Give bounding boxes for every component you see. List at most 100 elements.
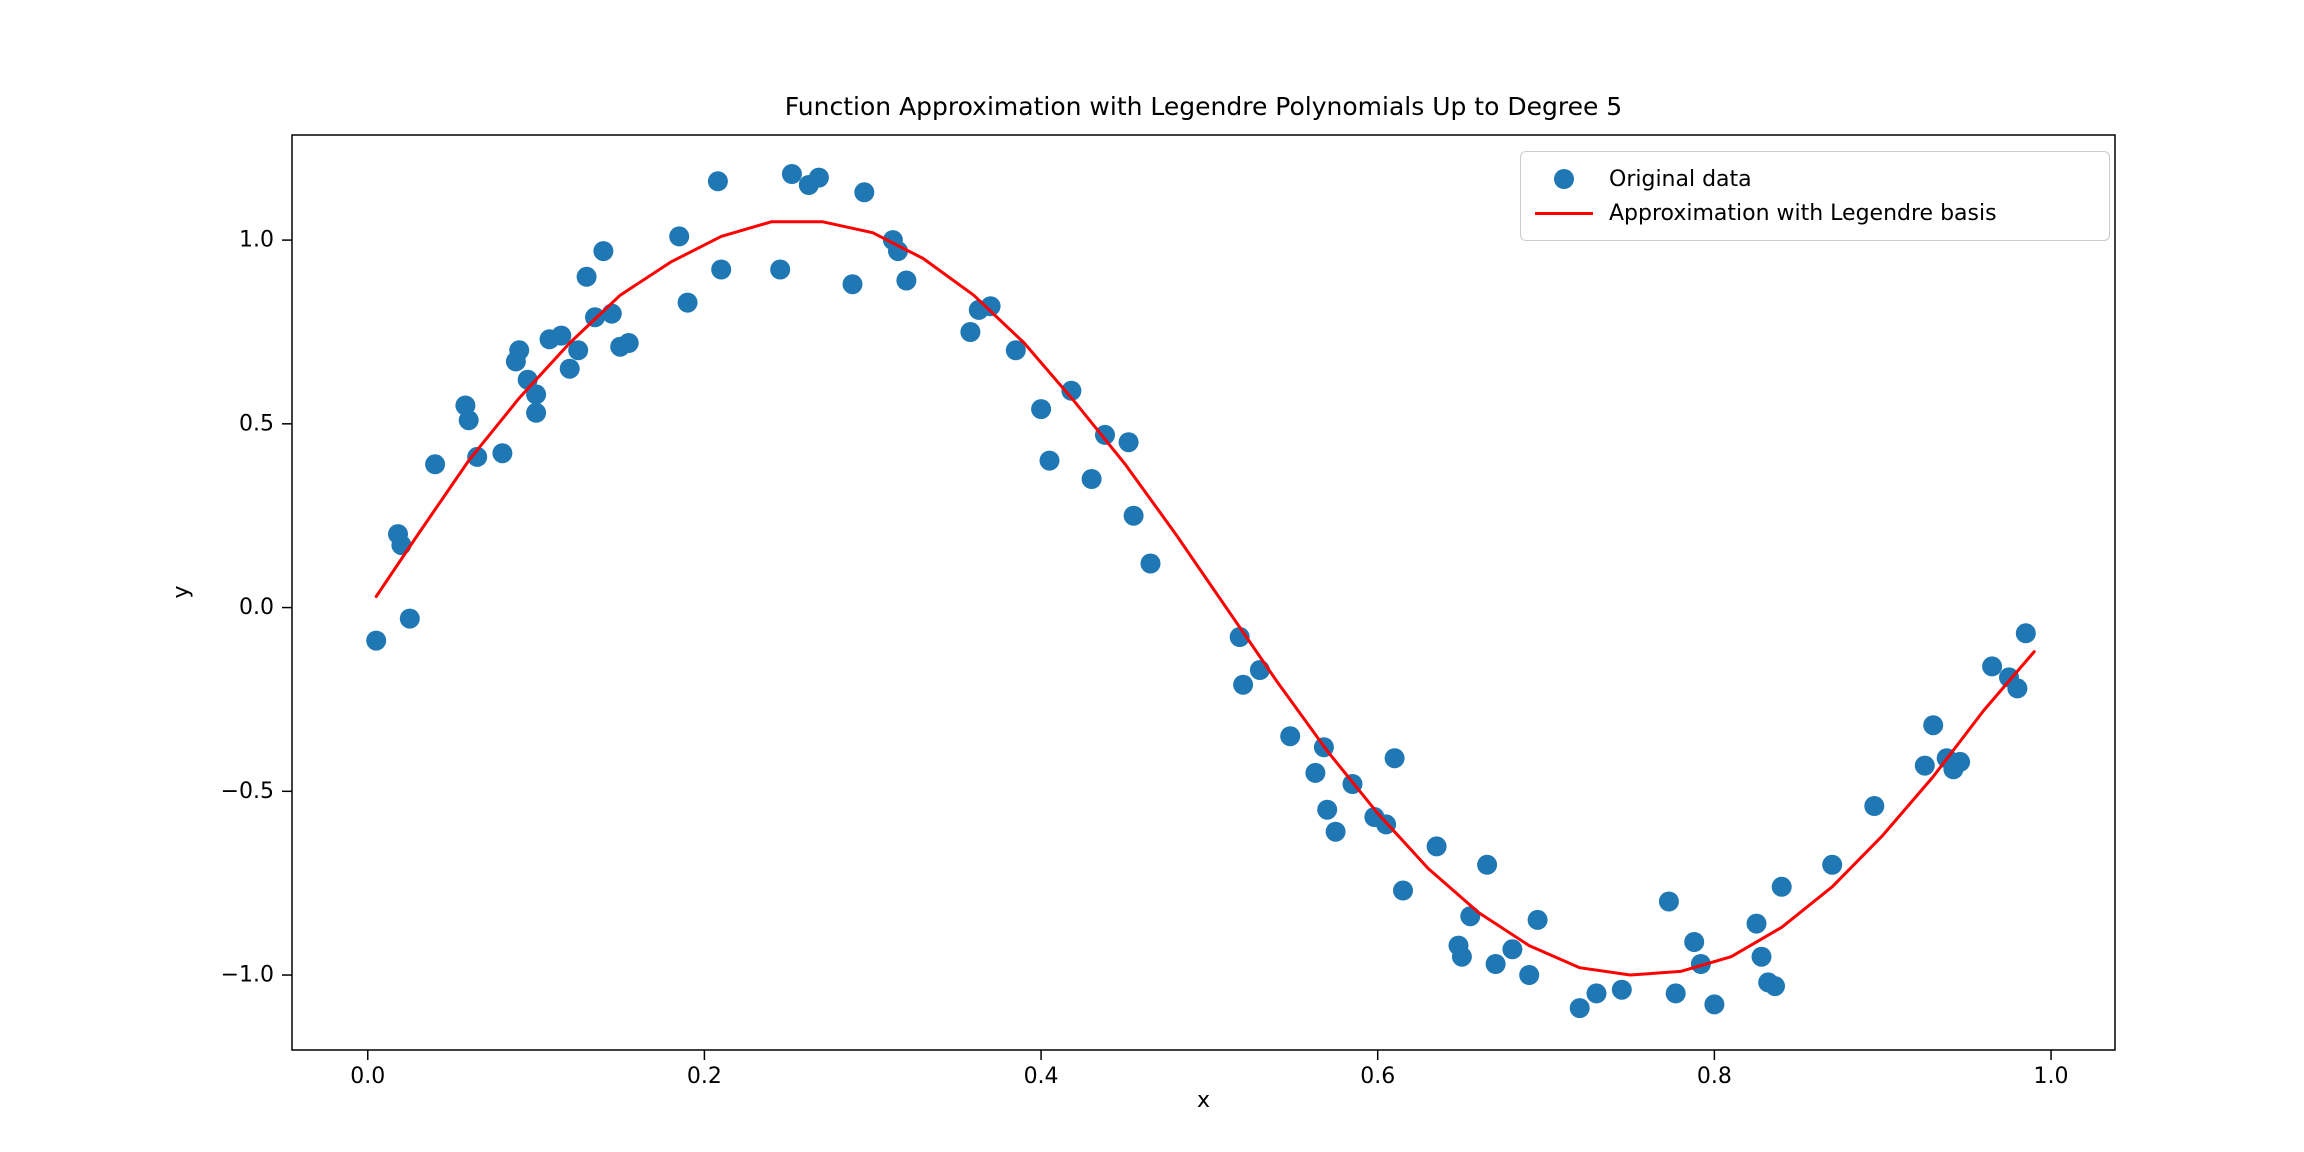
scatter-point xyxy=(1460,906,1481,927)
scatter-point xyxy=(1586,983,1607,1004)
legend-label-approximation: Approximation with Legendre basis xyxy=(1609,200,1997,226)
scatter-point xyxy=(1451,946,1472,967)
y-tick-label: 0.5 xyxy=(239,411,274,436)
legend-handle xyxy=(1535,169,1593,189)
axes-spines xyxy=(291,134,2116,1051)
y-tick-label: 1.0 xyxy=(239,228,274,253)
x-tick-label: 1.0 xyxy=(2034,1064,2069,1089)
y-axis-label: y xyxy=(169,585,194,599)
scatter-point xyxy=(1611,979,1632,1000)
scatter-point xyxy=(425,454,446,475)
scatter-point xyxy=(1765,976,1785,997)
scatter-point xyxy=(1305,762,1326,783)
scatter-point xyxy=(888,241,908,262)
scatter-point xyxy=(526,384,547,405)
scatter-point xyxy=(526,402,547,423)
scatter-point xyxy=(1280,726,1301,747)
x-tick-label: 0.4 xyxy=(1024,1064,1059,1089)
scatter-point xyxy=(1746,913,1767,934)
chart-title: Function Approximation with Legendre Pol… xyxy=(784,92,1623,121)
approximation-line xyxy=(374,220,2036,977)
scatter-point xyxy=(896,270,917,291)
scatter-point xyxy=(1140,553,1161,574)
scatter-point xyxy=(1569,998,1590,1019)
scatter-point xyxy=(1384,748,1405,769)
scatter-point xyxy=(1864,796,1885,816)
scatter-point xyxy=(467,446,488,467)
scatter-point xyxy=(559,358,580,379)
scatter-point xyxy=(2007,678,2028,699)
legend: Original data Approximation with Legendr… xyxy=(1520,151,2110,241)
scatter-point xyxy=(1704,994,1725,1015)
scatter-point xyxy=(1771,876,1792,897)
scatter-point xyxy=(669,226,690,247)
scatter-point xyxy=(1118,432,1139,453)
scatter-point xyxy=(458,410,479,431)
scatter-point xyxy=(1039,450,1060,471)
scatter-point xyxy=(1822,854,1843,875)
legend-label-original-data: Original data xyxy=(1609,166,1752,192)
scatter-point xyxy=(1477,854,1498,875)
legend-handle xyxy=(1535,211,1593,215)
scatter-point xyxy=(1527,909,1548,930)
scatter-point xyxy=(1950,751,1971,772)
scatter-marker-icon xyxy=(1554,169,1574,189)
scatter-point xyxy=(1123,505,1144,526)
scatter-point xyxy=(509,340,530,361)
scatter-point xyxy=(1665,983,1686,1004)
scatter-point xyxy=(618,333,639,353)
scatter-point xyxy=(1095,424,1115,445)
scatter-point xyxy=(842,274,863,295)
scatter-point xyxy=(854,182,875,203)
legend-entry-original-data: Original data xyxy=(1535,162,2095,196)
scatter-point xyxy=(1485,954,1506,974)
scatter-point xyxy=(1061,380,1082,401)
scatter-series xyxy=(366,164,2036,1019)
scatter-point xyxy=(391,535,412,556)
scatter-point xyxy=(366,630,387,651)
scatter-point xyxy=(1502,939,1523,960)
scatter-point xyxy=(1325,821,1346,842)
scatter-point xyxy=(1751,946,1772,967)
scatter-point xyxy=(980,296,1001,317)
scatter-point xyxy=(677,292,698,313)
scatter-point xyxy=(492,443,513,464)
scatter-point xyxy=(1393,880,1413,901)
x-tick-label: 0.2 xyxy=(687,1064,722,1089)
scatter-point xyxy=(1519,965,1540,985)
x-tick-label: 0.6 xyxy=(1360,1064,1395,1089)
scatter-point xyxy=(1426,836,1447,857)
scatter-point xyxy=(711,259,732,280)
scatter-point xyxy=(808,167,829,188)
scatter-point xyxy=(399,608,420,629)
x-axis-ticks: 0.0 0.2 0.4 0.6 0.8 1.0 xyxy=(350,1050,2069,1089)
scatter-point xyxy=(770,259,791,280)
scatter-point xyxy=(1031,399,1052,420)
scatter-point xyxy=(1923,715,1944,736)
scatter-point xyxy=(1233,674,1254,695)
scatter-point xyxy=(1982,656,2003,677)
scatter-point xyxy=(1658,891,1679,912)
scatter-point xyxy=(1081,469,1102,489)
x-tick-label: 0.8 xyxy=(1697,1064,1732,1089)
y-tick-label: 0.0 xyxy=(239,595,274,620)
scatter-point xyxy=(568,340,589,361)
scatter-point xyxy=(781,164,802,184)
x-axis-label: x xyxy=(1196,1088,1211,1113)
legend-entry-approximation: Approximation with Legendre basis xyxy=(1535,196,2095,230)
y-axis-ticks: −1.0 −0.5 0.0 0.5 1.0 xyxy=(221,228,292,988)
scatter-point xyxy=(707,171,728,192)
scatter-point xyxy=(2015,623,2036,644)
scatter-point xyxy=(960,322,981,342)
scatter-point xyxy=(1249,660,1270,680)
scatter-point xyxy=(601,303,622,324)
scatter-point xyxy=(551,325,572,346)
y-tick-label: −0.5 xyxy=(221,779,274,804)
x-tick-label: 0.0 xyxy=(350,1064,385,1089)
scatter-point xyxy=(593,241,614,262)
scatter-point xyxy=(576,266,597,287)
line-marker-icon xyxy=(1535,211,1593,215)
scatter-point xyxy=(1005,340,1026,361)
